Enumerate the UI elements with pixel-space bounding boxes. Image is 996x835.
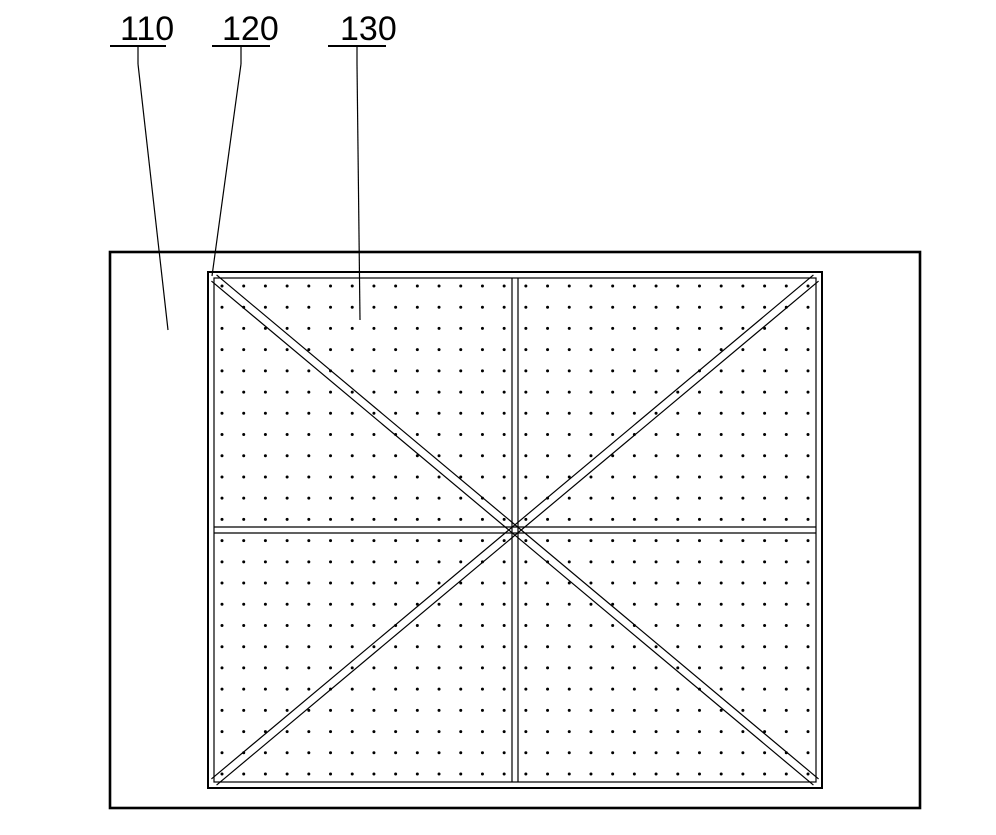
lbl-110: 110 — [110, 10, 174, 48]
lbl-110-text: 110 — [120, 10, 174, 48]
lbl-130-text: 130 — [340, 10, 397, 48]
labels-group: 110 120 130 — [110, 10, 397, 48]
lbl-120: 120 — [212, 10, 279, 48]
lbl-120-text: 120 — [222, 10, 279, 48]
